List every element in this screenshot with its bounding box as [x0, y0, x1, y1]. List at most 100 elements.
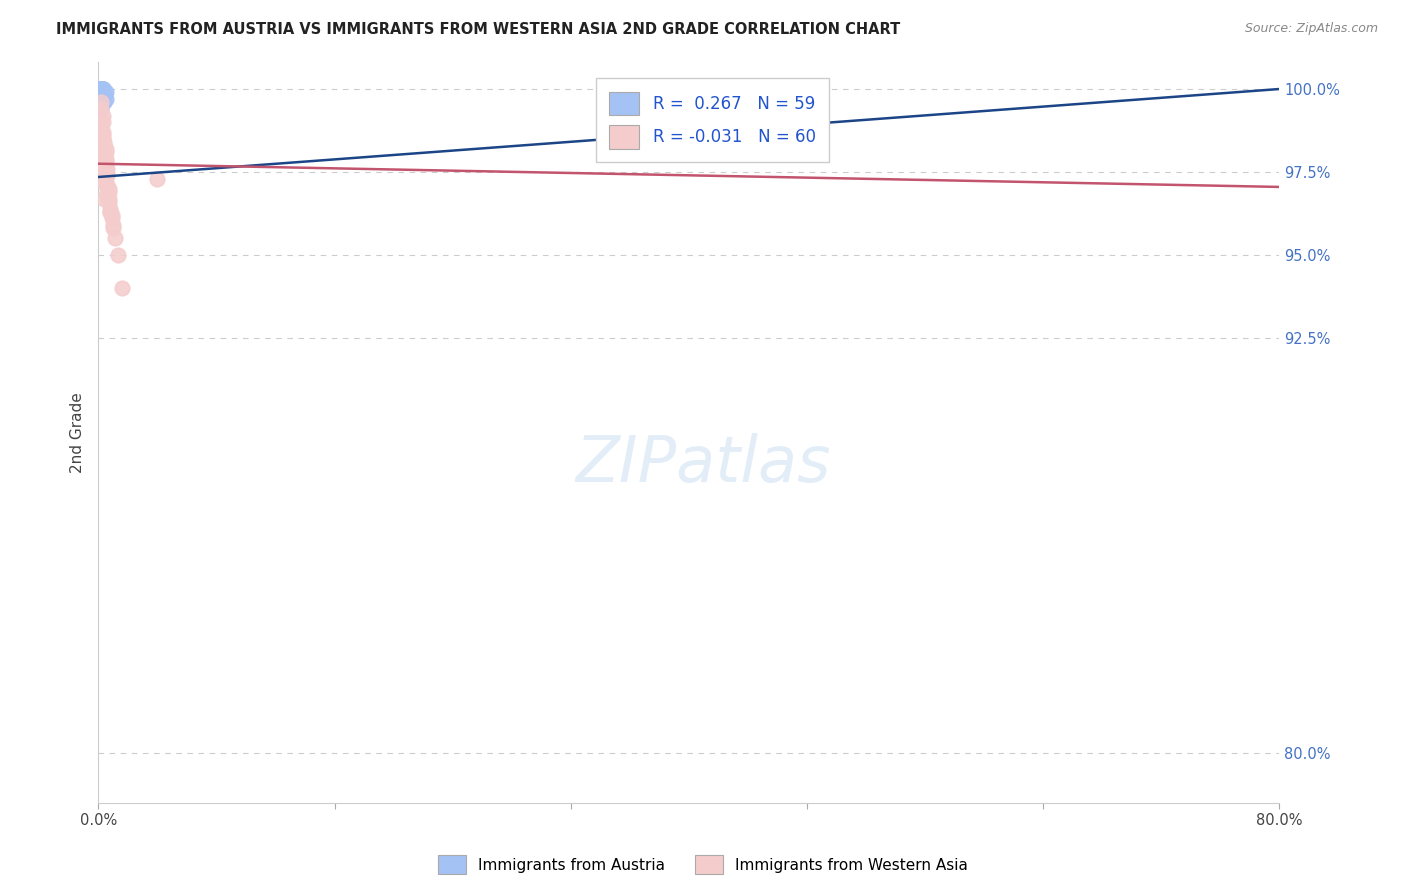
- Point: [90, 102, 112, 116]
- Point: [91, 88, 114, 103]
- Point: [90, 85, 112, 99]
- Point: [107, 248, 129, 262]
- Point: [89, 82, 111, 96]
- Point: [89, 85, 111, 99]
- Point: [93, 88, 115, 103]
- Point: [104, 231, 127, 245]
- Point: [89, 82, 111, 96]
- Point: [93, 171, 115, 186]
- Point: [93, 192, 115, 206]
- Point: [89, 88, 111, 103]
- Point: [90, 85, 112, 99]
- Point: [90, 135, 112, 149]
- Point: [97, 194, 120, 209]
- Point: [90, 92, 112, 106]
- Point: [90, 95, 112, 110]
- Point: [89, 88, 111, 103]
- Point: [89, 85, 111, 99]
- Point: [89, 92, 111, 106]
- Point: [93, 148, 115, 162]
- Point: [91, 158, 114, 172]
- Point: [90, 171, 112, 186]
- Point: [89, 105, 111, 120]
- Point: [93, 138, 115, 153]
- Point: [91, 125, 114, 139]
- Point: [91, 85, 114, 99]
- Point: [91, 132, 114, 146]
- Point: [89, 82, 111, 96]
- Point: [90, 82, 112, 96]
- Point: [90, 85, 112, 99]
- Point: [94, 158, 117, 172]
- Text: ZIPatlas: ZIPatlas: [575, 433, 831, 495]
- Point: [94, 161, 117, 176]
- Point: [96, 169, 118, 183]
- Point: [89, 82, 111, 96]
- Point: [146, 171, 169, 186]
- Legend: Immigrants from Austria, Immigrants from Western Asia: Immigrants from Austria, Immigrants from…: [432, 849, 974, 880]
- Point: [103, 221, 125, 235]
- Point: [89, 85, 111, 99]
- Point: [94, 155, 117, 169]
- Point: [91, 88, 114, 103]
- Point: [90, 82, 112, 96]
- Point: [93, 169, 115, 183]
- Point: [91, 128, 114, 143]
- Text: Source: ZipAtlas.com: Source: ZipAtlas.com: [1244, 22, 1378, 36]
- Point: [96, 169, 118, 183]
- Point: [91, 85, 114, 99]
- Point: [96, 161, 118, 176]
- Point: [91, 132, 114, 146]
- Point: [91, 161, 114, 176]
- Point: [93, 135, 115, 149]
- Point: [93, 152, 115, 166]
- Point: [90, 82, 112, 96]
- Point: [93, 175, 115, 189]
- Point: [90, 82, 112, 96]
- Point: [89, 88, 111, 103]
- Point: [90, 92, 112, 106]
- Point: [94, 145, 117, 159]
- Point: [93, 85, 115, 99]
- Point: [89, 82, 111, 96]
- Point: [100, 208, 122, 222]
- Point: [90, 142, 112, 156]
- Point: [89, 85, 111, 99]
- Point: [91, 138, 114, 153]
- Point: [90, 85, 112, 99]
- Point: [96, 185, 118, 199]
- Point: [94, 142, 117, 156]
- Point: [97, 181, 120, 195]
- Point: [89, 115, 111, 129]
- Point: [98, 202, 121, 216]
- Point: [89, 82, 111, 96]
- Point: [90, 121, 112, 136]
- Point: [93, 95, 115, 110]
- Point: [111, 281, 134, 295]
- Point: [98, 204, 121, 219]
- Point: [89, 92, 111, 106]
- Point: [90, 82, 112, 96]
- Y-axis label: 2nd Grade: 2nd Grade: [69, 392, 84, 473]
- Point: [90, 165, 112, 179]
- Point: [91, 88, 114, 103]
- Point: [91, 155, 114, 169]
- Point: [97, 192, 120, 206]
- Point: [89, 85, 111, 99]
- Point: [94, 85, 117, 99]
- Point: [90, 88, 112, 103]
- Point: [90, 85, 112, 99]
- Point: [91, 82, 114, 96]
- Point: [98, 204, 121, 219]
- Point: [90, 95, 112, 110]
- Point: [89, 165, 111, 179]
- Point: [90, 85, 112, 99]
- Point: [96, 188, 118, 202]
- Point: [91, 115, 114, 129]
- Point: [94, 178, 117, 193]
- Point: [100, 211, 122, 226]
- Point: [90, 82, 112, 96]
- Point: [89, 85, 111, 99]
- Point: [89, 85, 111, 99]
- Point: [89, 82, 111, 96]
